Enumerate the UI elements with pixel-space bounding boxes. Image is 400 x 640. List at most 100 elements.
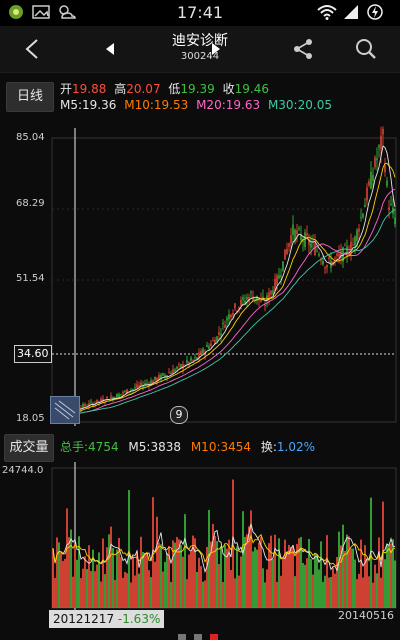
period-button[interactable]: 日线: [6, 82, 54, 112]
volume-bar: [302, 563, 304, 608]
share-button[interactable]: [288, 26, 318, 72]
volume-bar: [388, 544, 390, 608]
candlestick: [118, 392, 120, 398]
volume-bar: [252, 551, 254, 608]
price-candlestick-chart[interactable]: [0, 126, 400, 430]
volume-bar: [374, 564, 376, 608]
volume-bar: [92, 549, 94, 608]
candlestick: [172, 364, 174, 374]
volume-button[interactable]: 成交量: [4, 434, 54, 462]
volume-ma-line-5: [52, 523, 396, 574]
volume-bar: [52, 548, 54, 608]
volume-bar: [236, 546, 238, 608]
candlestick: [320, 257, 322, 265]
search-icon: [356, 39, 376, 59]
volume-bar: [380, 577, 382, 608]
volume-bar: [160, 544, 162, 608]
candlestick: [190, 355, 192, 363]
volume-bar: [194, 538, 196, 608]
volume-bar: [94, 571, 96, 608]
candlestick: [204, 349, 206, 360]
high-value: 20.07: [126, 82, 161, 96]
stock-name: 迪安诊断: [172, 33, 228, 49]
candlestick: [208, 343, 210, 351]
volume-bar: [222, 582, 224, 608]
candlestick: [170, 370, 172, 375]
volume-bar: [298, 538, 300, 608]
candlestick: [378, 143, 380, 158]
volume-bar: [204, 580, 206, 608]
candlestick: [244, 294, 246, 306]
candlestick: [316, 246, 318, 253]
volume-bar: [246, 534, 248, 608]
candlestick: [116, 393, 118, 399]
volume-bar: [290, 547, 292, 608]
event-badge[interactable]: 9: [170, 406, 188, 424]
moving-average-line-10: [52, 162, 396, 419]
candlestick: [206, 341, 208, 348]
candlestick: [290, 227, 292, 251]
start-change: -1.63%: [117, 612, 161, 626]
volume-bar: [320, 541, 322, 608]
candlestick: [84, 402, 86, 408]
volume-bar: [90, 571, 92, 608]
volume-bar: [304, 564, 306, 608]
candlestick: [228, 309, 230, 325]
volume-bar: [60, 552, 62, 608]
search-button[interactable]: [350, 26, 382, 72]
volume-bar: [188, 554, 190, 608]
candlestick: [306, 225, 308, 238]
volume-bar: [306, 558, 308, 608]
volume-bar: [284, 539, 286, 608]
volume-bar: [328, 577, 330, 608]
candlestick: [350, 233, 352, 261]
volume-tick-max: 24744.0: [2, 465, 44, 476]
candlestick: [250, 290, 252, 299]
volume-bar: [358, 573, 360, 608]
volume-bar: [62, 560, 64, 608]
volume-bar: [134, 575, 136, 608]
signal-icon: [344, 5, 358, 19]
image-notification-icon: [32, 5, 50, 19]
volume-bar-chart[interactable]: [0, 462, 400, 610]
volume-info-bar: 成交量 总手:4754 M5:3838 M10:3454 换:1.02%: [0, 432, 400, 462]
zoom-handle[interactable]: [50, 396, 80, 424]
crosshair-price-label: 34.60: [14, 345, 52, 363]
candlestick: [214, 336, 216, 345]
candlestick: [370, 161, 372, 190]
volume-bar: [250, 510, 252, 608]
volume-bar: [332, 567, 334, 608]
end-date-label: 20140516: [338, 609, 394, 622]
candlestick: [140, 379, 142, 390]
candlestick: [308, 233, 310, 254]
candlestick: [136, 380, 138, 390]
price-tick-min: 18.05: [16, 413, 45, 424]
volume-bar: [200, 566, 202, 608]
back-button[interactable]: [14, 26, 50, 72]
page-indicator: [178, 634, 218, 640]
volume-bar: [186, 579, 188, 608]
volume-bar: [224, 545, 226, 608]
volume-bar: [390, 543, 392, 608]
previous-stock-button[interactable]: [100, 26, 120, 72]
volume-bar: [142, 552, 144, 608]
candlestick: [246, 293, 248, 307]
volume-bar: [308, 539, 310, 608]
candlestick: [198, 348, 200, 363]
volume-bar: [120, 557, 122, 608]
volume-bar: [158, 542, 160, 608]
candlestick: [260, 292, 262, 303]
volume-bar: [324, 575, 326, 608]
volume-bar: [314, 553, 316, 608]
volume-bar: [104, 574, 106, 608]
volume-bar: [144, 553, 146, 608]
volume-bar: [258, 542, 260, 608]
volume-bar: [276, 581, 278, 608]
volume-bar: [66, 508, 68, 608]
volume-bar: [240, 556, 242, 608]
volume-bar: [268, 543, 270, 608]
volume-bar: [58, 542, 60, 608]
candlestick: [314, 233, 316, 257]
volume-m5: 3838: [150, 440, 181, 454]
next-stock-button[interactable]: [206, 26, 226, 72]
